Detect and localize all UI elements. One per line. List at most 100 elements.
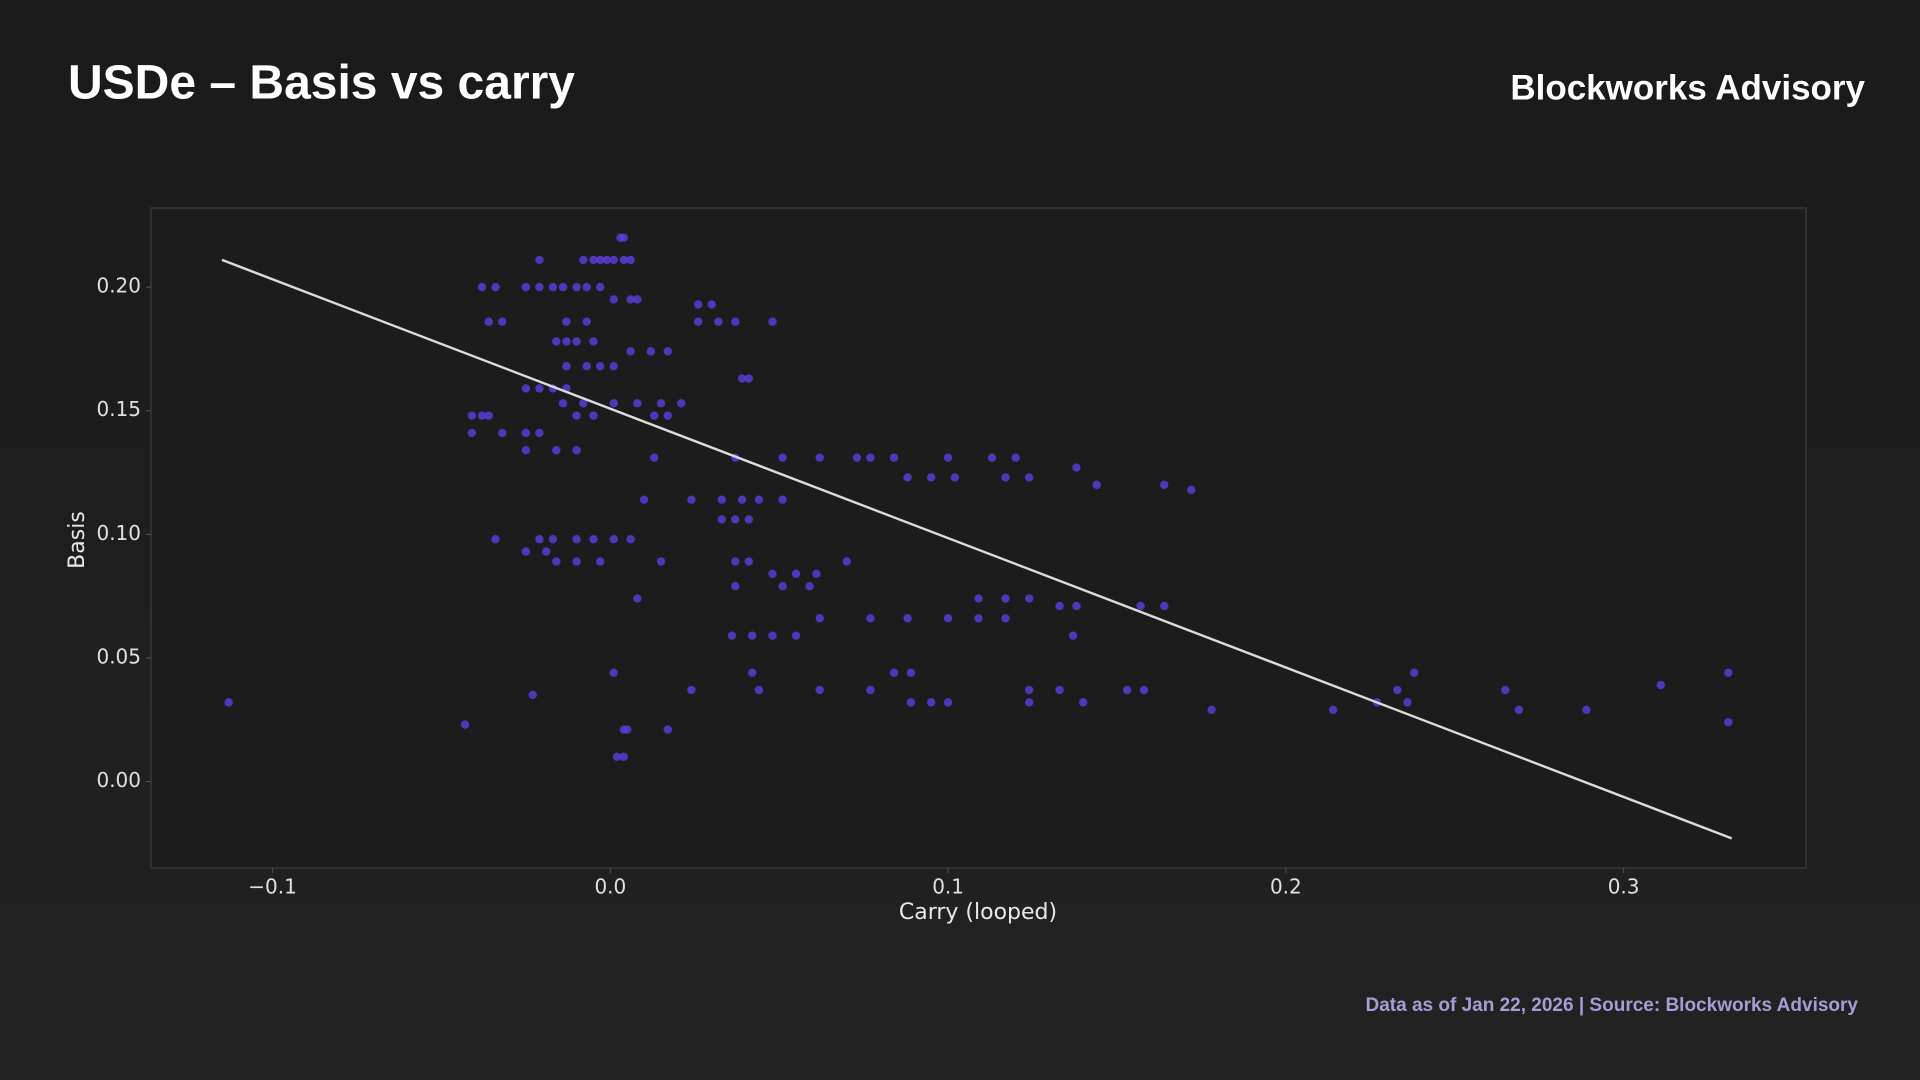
point [596,557,605,566]
point [535,428,544,438]
point [609,535,618,544]
point [491,282,500,292]
point [521,446,531,455]
point [727,631,737,640]
point [748,631,757,640]
point [498,317,507,326]
point [579,255,588,265]
point [731,515,740,524]
point [768,631,777,640]
x-tick-label: 0.2 [1270,875,1302,899]
point [778,453,787,462]
point [602,255,612,265]
point [805,582,814,591]
point [582,362,591,371]
point [589,535,598,544]
point [778,582,787,591]
point [778,495,787,504]
point [1079,698,1088,707]
point [950,473,960,482]
x-tick-label: 0.0 [594,875,626,899]
point [491,535,500,544]
point [596,255,605,265]
point [521,428,531,438]
point [903,473,912,482]
point [572,446,581,455]
point [1139,685,1149,695]
point [744,374,754,383]
point [687,685,696,695]
point [572,557,581,566]
x-axis-label: Carry (looped) [899,900,1057,925]
footer: Data as of Jan 22, 2026 | Source: Blockw… [1366,995,1859,1016]
point [1024,698,1034,707]
point [927,698,936,707]
point [1122,685,1132,695]
point [842,557,851,566]
point [815,614,824,623]
point [626,295,635,304]
point [693,300,703,309]
plot-area [150,207,1807,869]
point [791,631,801,640]
point [1656,680,1665,690]
point [1160,480,1169,490]
y-tick-label: 0.10 [96,521,141,545]
point [744,557,754,566]
point [1092,480,1101,490]
point [768,317,777,326]
point [791,569,801,579]
point [579,399,588,408]
point [596,362,605,371]
point [1024,594,1034,603]
point [521,547,531,556]
point [1024,473,1034,482]
point [731,317,740,326]
point [1403,698,1412,707]
point [987,453,997,462]
point [717,515,727,524]
point [1724,668,1733,677]
point [1072,463,1081,472]
point [731,582,740,591]
point [552,446,561,455]
point [633,399,642,408]
point [927,473,936,482]
point [552,557,561,566]
y-axis-label: Basis [65,511,90,569]
point [609,255,618,265]
point [1582,705,1591,714]
point [498,428,507,438]
point [623,725,632,734]
point [589,337,598,346]
point [582,317,591,326]
point [558,282,568,292]
point [1187,485,1196,494]
point [1024,685,1034,695]
point [535,384,544,393]
point [866,614,875,623]
brand: Blockworks Advisory [1510,68,1865,107]
point [639,495,649,504]
point [562,362,571,371]
point [460,720,470,729]
point [562,317,571,326]
point [224,698,233,707]
point [677,399,686,408]
point [589,255,598,265]
point [656,557,666,566]
point [467,428,477,438]
point [535,255,544,265]
point [612,752,622,761]
point [535,535,544,544]
point [477,411,487,420]
point [812,569,821,579]
point [663,347,672,356]
x-tick-label: 0.3 [1608,875,1640,899]
point [889,668,899,677]
point [744,515,754,524]
point [572,337,581,346]
point [906,698,916,707]
point [589,411,598,420]
trend-line [221,258,1733,840]
